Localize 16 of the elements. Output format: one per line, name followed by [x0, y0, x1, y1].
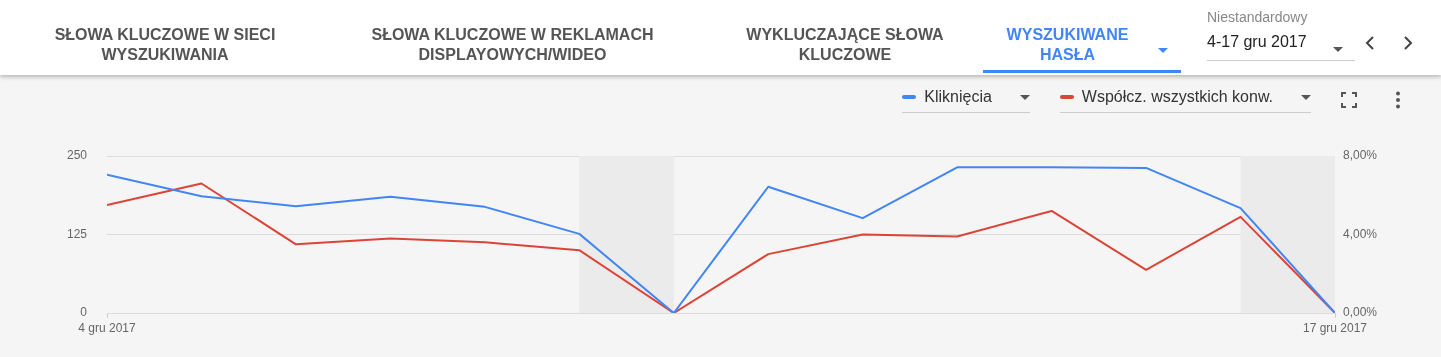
- text: Niestandardowy: [1207, 9, 1308, 25]
- text: WYKLUCZAJĄCE SŁOWA KLUCZOWE: [745, 25, 945, 65]
- y-tick-label: 0: [80, 305, 88, 320]
- text: SŁOWA KLUCZOWE W REKLAMACH DISPLAYOWYCH/WIDEO: [370, 25, 655, 65]
- x-tick-label: 17 gru 2017: [1302, 320, 1368, 335]
- legend-label: Kliknięcia: [924, 88, 992, 106]
- text: SŁOWA KLUCZOWE W SIECI WYSZUKIWANIA: [53, 25, 277, 65]
- y2-tick-label: 4,00%: [1343, 226, 1378, 241]
- y-tick-label: 125: [66, 226, 88, 241]
- x-tick-label: 4 gru 2017: [78, 320, 137, 335]
- y-tick-label: 250: [66, 148, 88, 163]
- y2-tick-label: 8,00%: [1343, 148, 1378, 163]
- legend-label: Współcz. wszystkich konw.: [1081, 88, 1273, 106]
- text: WYSZUKIWANE HASŁA: [1005, 25, 1130, 65]
- y2-tick-label: 0,00%: [1343, 305, 1378, 320]
- text: 4-17 gru 2017: [1207, 33, 1307, 51]
